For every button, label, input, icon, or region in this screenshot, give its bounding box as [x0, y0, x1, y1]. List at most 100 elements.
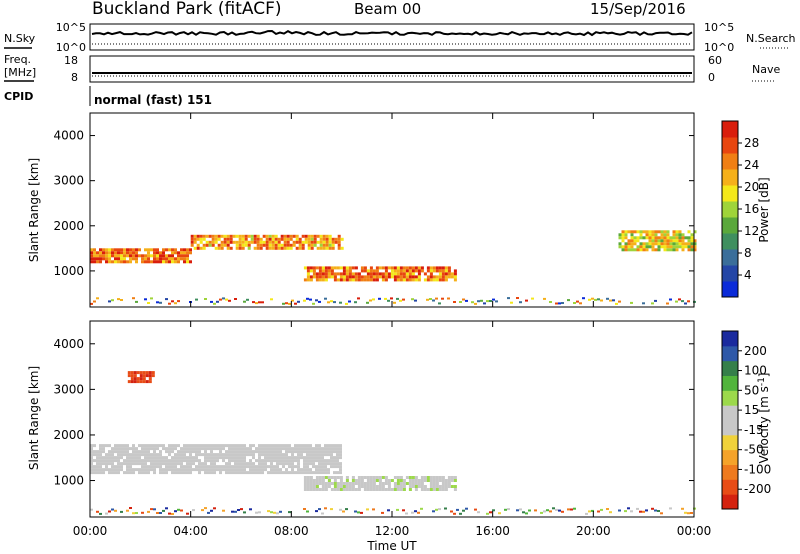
velocity-cell-0	[309, 456, 312, 460]
power-cell-0	[123, 248, 126, 252]
velocity-cell-0	[96, 462, 99, 466]
velocity-cell-0	[180, 450, 183, 454]
velocity-cell-0	[189, 444, 192, 448]
velocity-cell-0	[204, 462, 207, 466]
velocity-cell-1	[384, 482, 388, 485]
power-cell-3	[690, 248, 694, 252]
velocity-cell-0	[105, 444, 108, 448]
power-ground-scatter	[483, 302, 486, 305]
velocity-cell-0	[111, 468, 114, 472]
velocity-cell-0	[120, 456, 123, 460]
velocity-cell-1	[372, 476, 376, 479]
velocity-cell-0	[336, 456, 339, 460]
power-cell-3	[645, 245, 649, 249]
velocity-cell-0	[159, 450, 162, 454]
power-cell-2	[312, 266, 316, 270]
velocity-ground-scatter	[105, 512, 108, 515]
power-cell-3	[684, 242, 688, 246]
power-cell-1	[310, 243, 314, 247]
power-cell-2	[321, 278, 325, 282]
velocity-cell-0	[330, 450, 333, 454]
power-cell-2	[426, 269, 430, 273]
power-cell-1	[250, 234, 254, 238]
velocity-cell-1	[324, 482, 328, 485]
velocity-cell-0	[99, 471, 102, 475]
velocity-cell-0	[198, 453, 201, 457]
power-ground-scatter	[354, 301, 357, 304]
velocity-ground-scatter	[660, 512, 663, 515]
velocity-cell-1	[306, 488, 310, 491]
power-ground-scatter	[630, 301, 633, 304]
power-cell-1	[277, 240, 281, 244]
power-cell-1	[307, 234, 311, 238]
power-cell-2	[405, 278, 409, 282]
power-cell-1	[307, 237, 311, 241]
velocity-cell-0	[108, 456, 111, 460]
velocity-cell-0	[315, 468, 318, 472]
velocity-cell-0	[270, 450, 273, 454]
velocity-cell-1	[309, 479, 313, 482]
velocity-cell-1	[384, 479, 388, 482]
velocity-cell-0	[297, 465, 300, 469]
velocity-cell-0	[165, 450, 168, 454]
velocity-cell-0	[189, 459, 192, 463]
velocity-colorbar-swatch	[722, 360, 738, 376]
power-cell-1	[265, 237, 269, 241]
velocity-cell-0	[234, 453, 237, 457]
power-ground-scatter	[330, 300, 333, 303]
velocity-cell-1	[411, 482, 415, 485]
velocity-colorbar-label: Velocity [m s-1]	[757, 373, 771, 464]
power-ground-scatter	[474, 302, 477, 305]
velocity-colorbar-swatch	[722, 375, 738, 391]
power-cell-1	[322, 234, 326, 238]
velocity-cell-0	[102, 456, 105, 460]
velocity-cell-0	[258, 468, 261, 472]
power-ground-scatter	[396, 297, 399, 300]
velocity-cell-0	[102, 447, 105, 451]
velocity-cell-0	[312, 471, 315, 475]
velocity-cell-0	[177, 456, 180, 460]
power-cell-3	[681, 236, 685, 240]
velocity-cell-0	[306, 447, 309, 451]
velocity-cell-0	[318, 468, 321, 472]
velocity-cell-1	[342, 485, 346, 488]
power-cell-3	[618, 242, 622, 246]
velocity-cell-0	[180, 465, 183, 469]
power-cell-2	[414, 269, 418, 273]
velocity-ground-scatter	[555, 508, 558, 511]
velocity-ground-scatter	[270, 511, 273, 514]
power-cell-3	[636, 230, 640, 234]
velocity-cell-0	[234, 444, 237, 448]
velocity-cell-0	[279, 444, 282, 448]
power-range-tick-label: 1000	[53, 264, 84, 278]
power-cell-3	[666, 233, 670, 237]
velocity-ground-scatter	[462, 509, 465, 512]
power-cell-2	[309, 275, 313, 279]
power-cell-3	[630, 233, 634, 237]
velocity-cell-0	[219, 465, 222, 469]
velocity-cell-0	[276, 453, 279, 457]
velocity-cell-0	[276, 450, 279, 454]
power-colorbar-swatch	[722, 233, 738, 250]
power-cell-3	[672, 245, 676, 249]
power-cell-1	[205, 234, 209, 238]
velocity-ground-scatter	[681, 507, 684, 510]
power-cell-0	[102, 248, 105, 252]
power-cell-0	[183, 257, 186, 261]
power-cell-3	[624, 230, 628, 234]
power-cell-1	[286, 234, 290, 238]
velocity-cell-0	[99, 447, 102, 451]
power-cell-1	[205, 240, 209, 244]
velocity-cell-0	[327, 468, 330, 472]
power-cell-2	[333, 266, 337, 270]
nsky-label: N.Sky	[4, 32, 36, 45]
power-cell-1	[310, 246, 314, 250]
power-ground-scatter	[654, 299, 657, 302]
power-cell-1	[316, 240, 320, 244]
velocity-cell-0	[117, 447, 120, 451]
velocity-cell-1	[444, 488, 448, 491]
power-cell-3	[651, 245, 655, 249]
power-cell-3	[675, 239, 679, 243]
velocity-cell-0	[285, 471, 288, 475]
velocity-cell-1	[345, 479, 349, 482]
